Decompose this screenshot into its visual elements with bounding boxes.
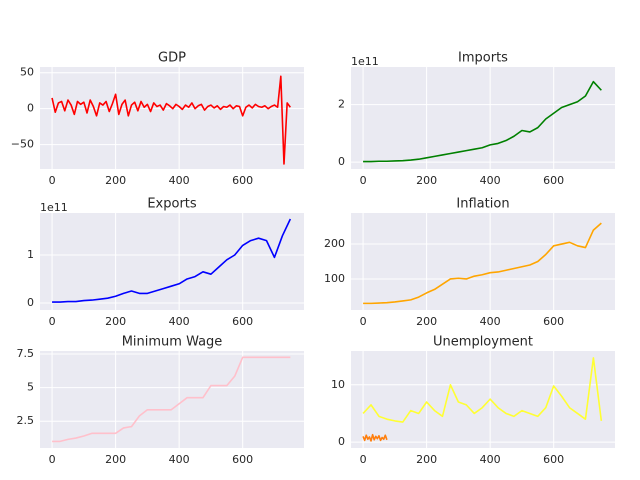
data-line: [51, 75, 291, 165]
chart-title: Imports: [458, 51, 508, 66]
x-tick-label: 0: [360, 174, 367, 187]
plot-area: [351, 213, 615, 310]
data-line: [52, 218, 292, 303]
x-tick-label: 400: [480, 453, 501, 466]
y-tick-label: 0: [27, 296, 34, 309]
y-tick-label: 0: [27, 102, 34, 115]
data-line: [52, 356, 291, 443]
plot-area: [40, 351, 304, 448]
x-tick-label: 600: [232, 174, 253, 187]
plot-area: [40, 213, 304, 310]
x-tick-label: 600: [543, 315, 564, 328]
x-tick-label: 400: [169, 315, 190, 328]
y-tick-label: 10: [331, 378, 345, 391]
x-tick-label: 200: [416, 453, 437, 466]
x-tick-label: 200: [105, 453, 126, 466]
y-tick-label: 5: [27, 381, 34, 394]
chart-title: Unemployment: [433, 335, 533, 350]
y-tick-label: 0: [338, 155, 345, 168]
x-tick-label: 600: [232, 453, 253, 466]
y-tick-label: 2.5: [17, 414, 35, 427]
axis-offset-label: 1e11: [351, 55, 379, 68]
plot-area: [40, 67, 304, 169]
y-tick-label: 100: [324, 272, 345, 285]
data-line: [362, 433, 388, 442]
chart-title: GDP: [158, 51, 186, 66]
chart-title: Exports: [147, 197, 197, 212]
x-tick-label: 600: [232, 315, 253, 328]
y-tick-label: 50: [20, 66, 34, 79]
x-tick-label: 0: [360, 315, 367, 328]
data-line: [363, 80, 602, 163]
x-tick-label: 0: [49, 453, 56, 466]
x-tick-label: 0: [49, 315, 56, 328]
x-tick-label: 0: [49, 174, 56, 187]
y-tick-label: 2: [338, 98, 345, 111]
data-line: [363, 222, 602, 305]
x-tick-label: 200: [105, 174, 126, 187]
y-tick-label: 200: [324, 237, 345, 250]
plot-area: [351, 67, 615, 169]
y-tick-label: 1: [27, 248, 34, 261]
x-tick-label: 600: [543, 174, 564, 187]
x-tick-label: 400: [169, 174, 190, 187]
x-tick-label: 200: [416, 315, 437, 328]
x-tick-label: 400: [169, 453, 190, 466]
x-tick-label: 600: [543, 453, 564, 466]
axis-offset-label: 1e11: [40, 201, 68, 214]
plot-area: [351, 351, 615, 448]
x-tick-label: 0: [360, 453, 367, 466]
y-tick-label: −50: [11, 138, 34, 151]
data-line: [362, 357, 603, 423]
x-tick-label: 400: [480, 315, 501, 328]
x-tick-label: 200: [416, 174, 437, 187]
x-tick-label: 400: [480, 174, 501, 187]
y-tick-label: 7.5: [17, 347, 35, 360]
y-tick-label: 0: [338, 435, 345, 448]
chart-title: Inflation: [456, 197, 509, 212]
chart-title: Minimum Wage: [122, 335, 223, 350]
x-tick-label: 200: [105, 315, 126, 328]
